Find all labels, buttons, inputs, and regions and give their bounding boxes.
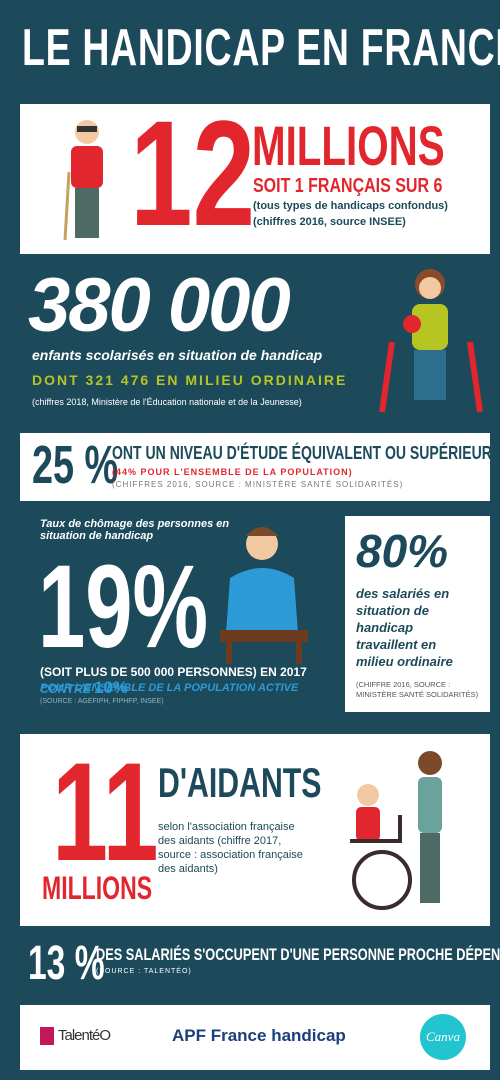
- stat-label: D'AIDANTS: [158, 762, 321, 804]
- stat-number: 25 %: [32, 438, 118, 492]
- stat-label: enfants scolarisés en situation de handi…: [32, 347, 322, 363]
- infographic: LE HANDICAP EN FRANCE 12 MILLIONS SOIT 1…: [0, 0, 500, 1080]
- logo-mark: [40, 1027, 54, 1045]
- stat-label: des salariés en situation de handicap tr…: [356, 585, 471, 670]
- stat-unit: MILLIONS: [252, 118, 445, 174]
- source: (CHIFFRES 2016, SOURCE : MINISTÈRE SANTÉ…: [112, 480, 403, 489]
- source: (chiffres 2016, source INSEE): [253, 216, 406, 228]
- compare-label: POUR L'ENSEMBLE DE LA POPULATION ACTIVE: [40, 682, 298, 694]
- stat-number: 12: [130, 98, 255, 248]
- logo[interactable]: APF France handicap: [172, 1026, 346, 1046]
- logo[interactable]: Canva: [420, 1014, 466, 1060]
- logo[interactable]: TalentéO: [58, 1027, 110, 1044]
- stat-number: 13 %: [28, 940, 105, 988]
- person-icon: [55, 112, 125, 247]
- source: (CHIFFRE 2016, SOURCE : MINISTÈRE SANTÉ …: [356, 680, 488, 700]
- title: LE HANDICAP EN FRANCE: [22, 18, 500, 78]
- stat-number: 380 000: [28, 268, 289, 344]
- caregiver-illustration: [300, 745, 485, 915]
- stat-number: 19%: [38, 548, 208, 666]
- source: (SOURCE : TALENTÉO): [96, 968, 192, 975]
- stat-label: DES SALARIÉS S'OCCUPENT D'UNE PERSONNE P…: [96, 945, 500, 965]
- stat-detail: DONT 321 476 EN MILIEU ORDINAIRE: [32, 372, 347, 388]
- compare: (44% POUR L'ENSEMBLE DE LA POPULATION): [112, 467, 353, 477]
- source: (SOURCE : AGEFIPH, FIPHFP, INSEE): [40, 698, 164, 705]
- description: selon l'association française des aidant…: [158, 820, 308, 876]
- wheelchair-girl: [372, 262, 492, 417]
- person-desk: [212, 518, 317, 668]
- stat-number: 11: [52, 742, 159, 882]
- stat-number: 80%: [356, 524, 448, 578]
- intro: Taux de chômage des personnes en situati…: [40, 518, 240, 542]
- stat-unit: MILLIONS: [42, 872, 152, 904]
- stat-ratio: SOIT 1 FRANÇAIS SUR 6: [253, 175, 442, 198]
- source: (chiffres 2018, Ministère de l'Éducation…: [32, 397, 302, 407]
- note: (tous types de handicaps confondus): [253, 200, 448, 212]
- stat-label: ONT UN NIVEAU D'ÉTUDE ÉQUIVALENT OU SUPÉ…: [112, 443, 500, 464]
